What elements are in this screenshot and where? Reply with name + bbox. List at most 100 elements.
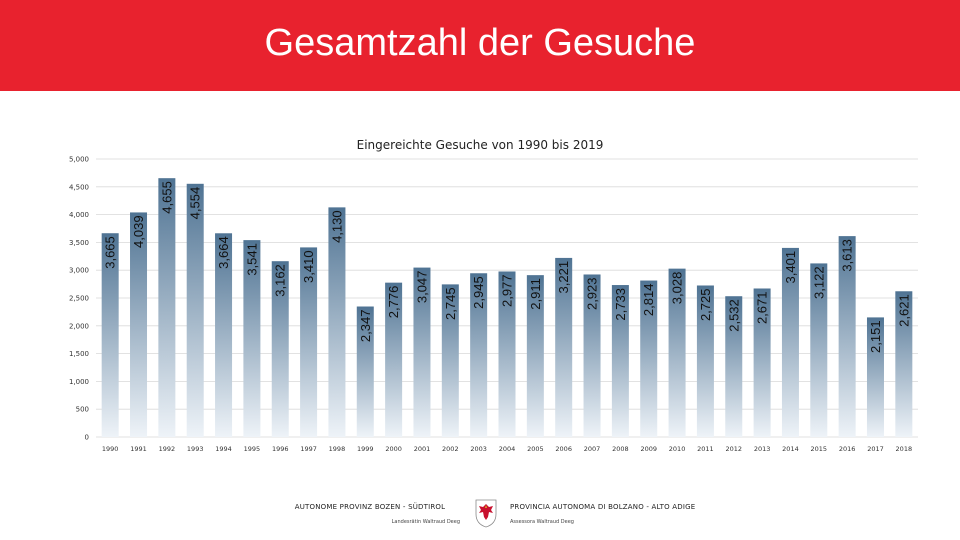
bar-value-label: 3,047 bbox=[414, 271, 429, 304]
bar-value-label: 2,532 bbox=[726, 299, 741, 332]
bar-value-label: 2,745 bbox=[443, 287, 458, 320]
y-tick-label: 0 bbox=[85, 434, 89, 442]
bar-value-label: 3,541 bbox=[244, 243, 259, 276]
page-title: Gesamtzahl der Gesuche bbox=[264, 22, 696, 64]
bar-value-label: 3,664 bbox=[216, 236, 231, 269]
bar-value-label: 3,162 bbox=[273, 264, 288, 297]
bar bbox=[753, 288, 771, 437]
y-tick-label: 2,000 bbox=[69, 322, 89, 330]
bar bbox=[243, 240, 261, 437]
x-tick-label: 2012 bbox=[725, 445, 742, 453]
bar bbox=[356, 306, 374, 437]
x-tick-label: 2018 bbox=[896, 445, 913, 453]
y-tick-label: 4,500 bbox=[69, 183, 89, 191]
x-tick-label: 2002 bbox=[442, 445, 459, 453]
bar-value-label: 2,923 bbox=[585, 277, 600, 310]
bar bbox=[555, 257, 573, 437]
bar bbox=[838, 236, 856, 437]
y-axis: 0 500 1,000 1,500 2,000 2,500 3,000 3,500 4,000 4… bbox=[69, 156, 89, 442]
bar bbox=[668, 268, 686, 437]
bar-value-label: 2,151 bbox=[868, 320, 883, 353]
x-tick-label: 1998 bbox=[329, 445, 346, 453]
x-tick-label: 2015 bbox=[811, 445, 828, 453]
bar-value-label: 2,977 bbox=[500, 274, 515, 307]
y-tick-label: 500 bbox=[76, 406, 89, 414]
bar-value-label: 3,410 bbox=[301, 250, 316, 283]
bar bbox=[696, 285, 714, 437]
y-tick-label: 3,500 bbox=[69, 239, 89, 247]
bar-value-label: 2,776 bbox=[386, 286, 401, 319]
x-tick-label: 2005 bbox=[527, 445, 544, 453]
x-tick-label: 1993 bbox=[187, 445, 204, 453]
bar-value-label: 3,665 bbox=[103, 236, 118, 269]
y-tick-label: 4,000 bbox=[69, 211, 89, 219]
bar bbox=[130, 212, 148, 437]
bar-value-label: 3,122 bbox=[811, 266, 826, 299]
x-tick-label: 2007 bbox=[584, 445, 601, 453]
bar-value-label: 2,911 bbox=[528, 278, 543, 310]
bar bbox=[810, 263, 828, 437]
bar bbox=[611, 285, 629, 437]
x-tick-label: 2009 bbox=[640, 445, 657, 453]
x-tick-label: 2017 bbox=[867, 445, 884, 453]
x-tick-label: 2010 bbox=[669, 445, 686, 453]
x-tick-label: 2006 bbox=[555, 445, 572, 453]
bar-value-label: 2,814 bbox=[641, 284, 656, 317]
x-tick-label: 1991 bbox=[130, 445, 147, 453]
bar-value-label: 4,130 bbox=[329, 210, 344, 243]
bar bbox=[158, 178, 176, 437]
bars: 3,665 4,039 4,655 4,554 3,664 3,541 3,162 3,410… bbox=[101, 178, 913, 437]
y-tick-label: 1,500 bbox=[69, 350, 89, 358]
x-tick-label: 2004 bbox=[499, 445, 516, 453]
bar bbox=[498, 271, 516, 437]
footer-right-subtitle: Assessora Waltraud Deeg bbox=[510, 519, 574, 525]
x-tick-label: 2013 bbox=[754, 445, 771, 453]
chart-title: Eingereichte Gesuche von 1990 bis 2019 bbox=[356, 138, 604, 152]
x-tick-label: 2014 bbox=[782, 445, 799, 453]
footer-right-title: PROVINCIA AUTONOMA DI BOLZANO - ALTO ADI… bbox=[510, 503, 696, 511]
footer-left-title: AUTONOME PROVINZ BOZEN - SÜDTIROL bbox=[294, 503, 446, 511]
bar bbox=[526, 275, 544, 437]
bar bbox=[781, 247, 799, 437]
bar bbox=[101, 233, 119, 437]
bar-value-label: 2,621 bbox=[896, 294, 911, 327]
bar-value-label: 3,613 bbox=[840, 239, 855, 272]
x-tick-label: 1995 bbox=[244, 445, 261, 453]
bar bbox=[725, 296, 743, 437]
y-tick-label: 5,000 bbox=[69, 156, 89, 164]
y-tick-label: 2,500 bbox=[69, 295, 89, 303]
bar bbox=[413, 267, 431, 437]
bar bbox=[583, 274, 601, 437]
x-tick-label: 1996 bbox=[272, 445, 289, 453]
bar-value-label: 3,028 bbox=[670, 272, 685, 305]
footer-left-subtitle: Landesrätin Waltraud Deeg bbox=[391, 519, 460, 525]
bar-value-label: 4,039 bbox=[131, 215, 146, 248]
bar bbox=[470, 273, 488, 437]
bar bbox=[271, 261, 289, 437]
y-tick-label: 1,000 bbox=[69, 378, 89, 386]
header-banner: Gesamtzahl der Gesuche bbox=[0, 0, 960, 91]
x-tick-label: 1992 bbox=[159, 445, 176, 453]
bar-value-label: 3,221 bbox=[556, 261, 571, 294]
bar bbox=[866, 317, 884, 437]
bar-value-label: 2,671 bbox=[755, 291, 770, 324]
bar bbox=[300, 247, 318, 437]
bar-value-label: 3,401 bbox=[783, 251, 798, 284]
x-tick-label: 1994 bbox=[215, 445, 232, 453]
x-tick-label: 1990 bbox=[102, 445, 119, 453]
bar-value-label: 2,945 bbox=[471, 276, 486, 309]
bar-value-label: 4,554 bbox=[188, 187, 203, 220]
x-tick-label: 2016 bbox=[839, 445, 856, 453]
x-tick-label: 2001 bbox=[414, 445, 431, 453]
x-tick-label: 2000 bbox=[385, 445, 402, 453]
y-tick-label: 3,000 bbox=[69, 267, 89, 275]
bar bbox=[385, 282, 403, 437]
bar-value-label: 4,655 bbox=[159, 181, 174, 214]
x-tick-label: 1999 bbox=[357, 445, 374, 453]
x-tick-label: 1997 bbox=[300, 445, 317, 453]
bar bbox=[215, 233, 233, 437]
bar bbox=[328, 207, 346, 437]
x-tick-label: 2008 bbox=[612, 445, 629, 453]
x-tick-label: 2003 bbox=[470, 445, 487, 453]
